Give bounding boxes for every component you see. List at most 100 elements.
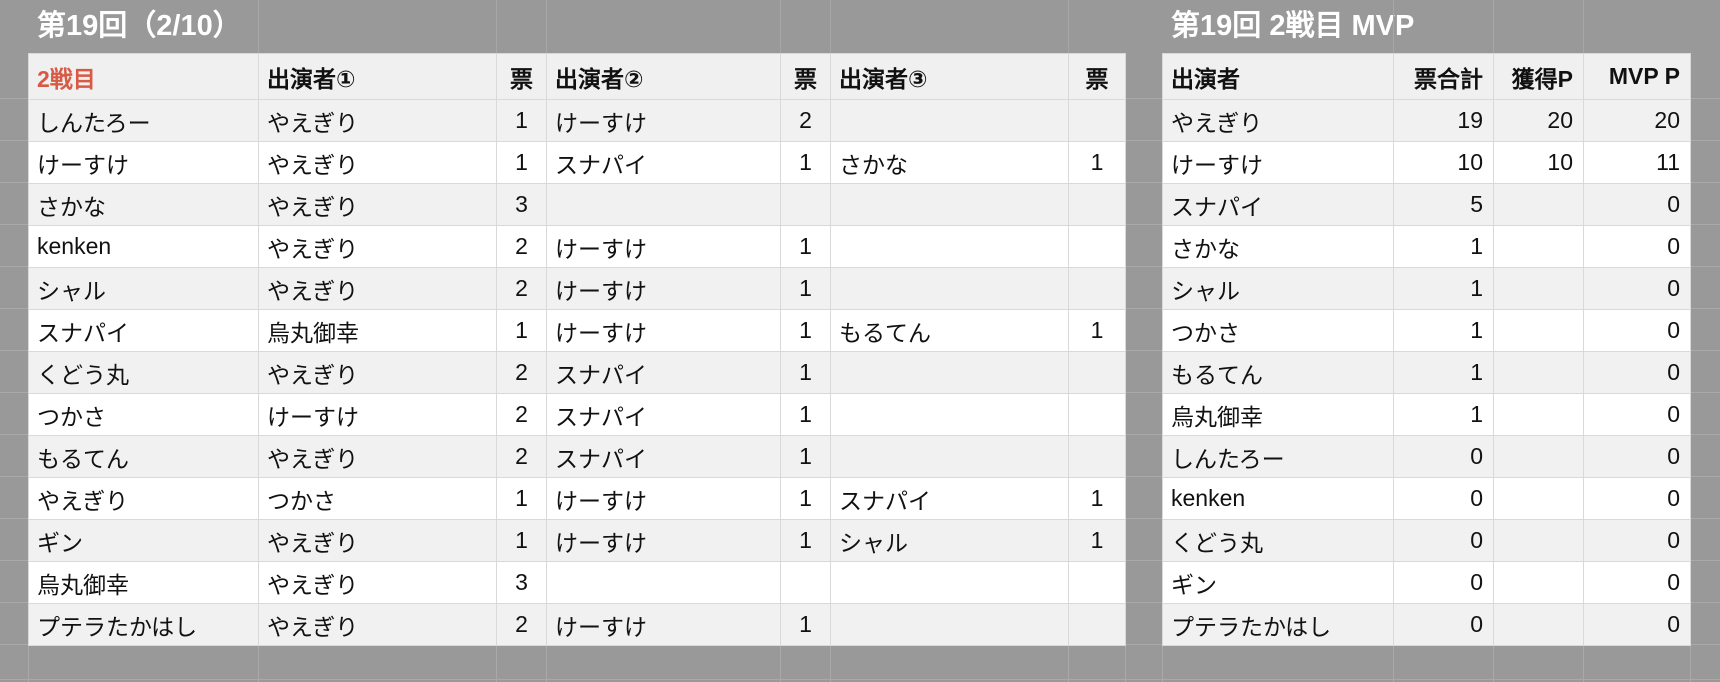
voter-name-cell[interactable]: kenken xyxy=(28,225,259,268)
performer1-cell[interactable]: やえぎり xyxy=(258,99,497,142)
vote-total-cell[interactable]: 19 xyxy=(1393,99,1494,142)
votes1-cell[interactable]: 3 xyxy=(496,561,547,604)
votes3-cell[interactable] xyxy=(1068,435,1126,478)
performer1-cell[interactable]: やえぎり xyxy=(258,351,497,394)
voter-name-cell[interactable]: くどう丸 xyxy=(28,351,259,394)
votes3-cell[interactable]: 1 xyxy=(1068,477,1126,520)
performer2-cell[interactable]: けーすけ xyxy=(546,267,781,310)
performer2-cell[interactable]: けーすけ xyxy=(546,603,781,646)
performer-name-cell[interactable]: やえぎり xyxy=(1162,99,1394,142)
mvp-p-cell[interactable]: 0 xyxy=(1583,225,1691,268)
gained-p-cell[interactable] xyxy=(1493,351,1584,394)
performer2-cell[interactable]: けーすけ xyxy=(546,225,781,268)
gained-p-cell[interactable] xyxy=(1493,393,1584,436)
vote-total-cell[interactable]: 1 xyxy=(1393,393,1494,436)
performer1-cell[interactable]: つかさ xyxy=(258,477,497,520)
performer3-cell[interactable] xyxy=(830,603,1069,646)
votes3-cell[interactable] xyxy=(1068,561,1126,604)
vote-total-cell[interactable]: 1 xyxy=(1393,309,1494,352)
mvp-p-cell[interactable]: 0 xyxy=(1583,393,1691,436)
col-header-mvp-p[interactable]: MVP P xyxy=(1583,53,1691,100)
mvp-p-cell[interactable]: 0 xyxy=(1583,477,1691,520)
votes3-cell[interactable] xyxy=(1068,225,1126,268)
votes3-cell[interactable] xyxy=(1068,393,1126,436)
votes1-cell[interactable]: 1 xyxy=(496,309,547,352)
performer3-cell[interactable]: もるてん xyxy=(830,309,1069,352)
gained-p-cell[interactable] xyxy=(1493,435,1584,478)
performer3-cell[interactable] xyxy=(830,561,1069,604)
votes1-cell[interactable]: 1 xyxy=(496,519,547,562)
votes1-cell[interactable]: 2 xyxy=(496,351,547,394)
votes2-cell[interactable]: 1 xyxy=(780,519,831,562)
col-header-gained-p[interactable]: 獲得P xyxy=(1493,53,1584,100)
voter-name-cell[interactable]: もるてん xyxy=(28,435,259,478)
votes3-cell[interactable]: 1 xyxy=(1068,519,1126,562)
vote-total-cell[interactable]: 1 xyxy=(1393,267,1494,310)
mvp-p-cell[interactable]: 11 xyxy=(1583,141,1691,184)
performer1-cell[interactable]: やえぎり xyxy=(258,225,497,268)
performer1-cell[interactable]: 烏丸御幸 xyxy=(258,309,497,352)
gained-p-cell[interactable] xyxy=(1493,267,1584,310)
gained-p-cell[interactable] xyxy=(1493,183,1584,226)
performer-name-cell[interactable]: さかな xyxy=(1162,225,1394,268)
vote-total-cell[interactable]: 0 xyxy=(1393,603,1494,646)
votes2-cell[interactable]: 1 xyxy=(780,351,831,394)
performer-name-cell[interactable]: けーすけ xyxy=(1162,141,1394,184)
performer3-cell[interactable] xyxy=(830,225,1069,268)
performer2-cell[interactable]: けーすけ xyxy=(546,519,781,562)
votes2-cell[interactable]: 1 xyxy=(780,477,831,520)
mvp-p-cell[interactable]: 20 xyxy=(1583,99,1691,142)
voter-name-cell[interactable]: 烏丸御幸 xyxy=(28,561,259,604)
performer3-cell[interactable] xyxy=(830,183,1069,226)
performer2-cell[interactable]: けーすけ xyxy=(546,99,781,142)
performer2-cell[interactable] xyxy=(546,183,781,226)
performer-name-cell[interactable]: 烏丸御幸 xyxy=(1162,393,1394,436)
voter-name-cell[interactable]: けーすけ xyxy=(28,141,259,184)
performer1-cell[interactable]: やえぎり xyxy=(258,561,497,604)
mvp-p-cell[interactable]: 0 xyxy=(1583,519,1691,562)
performer1-cell[interactable]: やえぎり xyxy=(258,603,497,646)
votes3-cell[interactable]: 1 xyxy=(1068,141,1126,184)
vote-total-cell[interactable]: 0 xyxy=(1393,477,1494,520)
gained-p-cell[interactable] xyxy=(1493,519,1584,562)
votes2-cell[interactable]: 2 xyxy=(780,99,831,142)
performer-name-cell[interactable]: もるてん xyxy=(1162,351,1394,394)
performer3-cell[interactable] xyxy=(830,393,1069,436)
performer-name-cell[interactable]: kenken xyxy=(1162,477,1394,520)
performer-name-cell[interactable]: ギン xyxy=(1162,561,1394,604)
voter-name-cell[interactable]: やえぎり xyxy=(28,477,259,520)
performer3-cell[interactable] xyxy=(830,267,1069,310)
performer3-cell[interactable] xyxy=(830,351,1069,394)
votes3-cell[interactable] xyxy=(1068,603,1126,646)
votes1-cell[interactable]: 3 xyxy=(496,183,547,226)
right-table-title-cell[interactable]: 第19回 2戦目 MVP xyxy=(1162,0,1690,53)
votes1-cell[interactable]: 1 xyxy=(496,99,547,142)
vote-total-cell[interactable]: 0 xyxy=(1393,561,1494,604)
gained-p-cell[interactable] xyxy=(1493,225,1584,268)
votes1-cell[interactable]: 1 xyxy=(496,141,547,184)
gained-p-cell[interactable] xyxy=(1493,603,1584,646)
votes3-cell[interactable] xyxy=(1068,183,1126,226)
vote-total-cell[interactable]: 10 xyxy=(1393,141,1494,184)
voter-name-cell[interactable]: つかさ xyxy=(28,393,259,436)
performer2-cell[interactable]: スナパイ xyxy=(546,393,781,436)
mvp-p-cell[interactable]: 0 xyxy=(1583,603,1691,646)
mvp-p-cell[interactable]: 0 xyxy=(1583,561,1691,604)
votes3-cell[interactable] xyxy=(1068,99,1126,142)
votes2-cell[interactable]: 1 xyxy=(780,393,831,436)
col-header-votes3[interactable]: 票 xyxy=(1068,53,1126,100)
voter-name-cell[interactable]: ギン xyxy=(28,519,259,562)
left-table-title-cell[interactable]: 第19回（2/10） xyxy=(28,0,1125,53)
votes2-cell[interactable]: 1 xyxy=(780,435,831,478)
performer-name-cell[interactable]: くどう丸 xyxy=(1162,519,1394,562)
vote-total-cell[interactable]: 1 xyxy=(1393,225,1494,268)
votes1-cell[interactable]: 2 xyxy=(496,225,547,268)
performer-name-cell[interactable]: プテラたかはし xyxy=(1162,603,1394,646)
performer2-cell[interactable]: けーすけ xyxy=(546,309,781,352)
col-header-votes2[interactable]: 票 xyxy=(780,53,831,100)
performer-name-cell[interactable]: シャル xyxy=(1162,267,1394,310)
votes2-cell[interactable] xyxy=(780,183,831,226)
col-header-performer[interactable]: 出演者 xyxy=(1162,53,1394,100)
gained-p-cell[interactable] xyxy=(1493,309,1584,352)
votes1-cell[interactable]: 2 xyxy=(496,603,547,646)
